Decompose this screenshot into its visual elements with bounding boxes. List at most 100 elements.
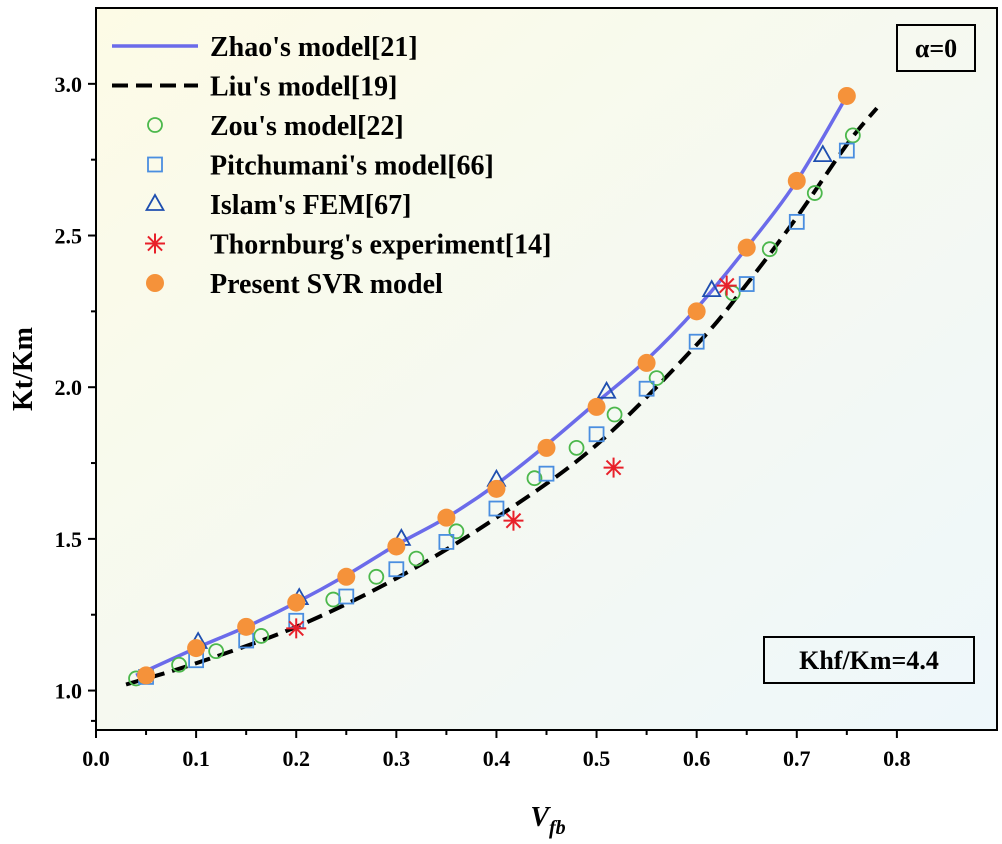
present-svr-model-point	[137, 666, 156, 685]
present-svr-model-point	[287, 593, 306, 612]
present-svr-model-point	[787, 171, 806, 190]
legend-symbol-shape	[147, 156, 163, 173]
thornburg-s-experiment-14-point-stroke	[718, 277, 735, 294]
liu-s-model-19-line	[125, 106, 879, 687]
zou-s-model-22-point	[448, 523, 465, 540]
legend-label: Zou's model[22]	[210, 111, 404, 142]
zou-s-model-22-point	[844, 127, 861, 144]
islam-s-fem-67-point	[701, 279, 722, 298]
islam-s-fem-67-point-shape	[701, 279, 722, 298]
zou-s-model-22-point-shape	[171, 656, 187, 673]
x-axis-title: Vfb	[530, 802, 565, 839]
legend-item-liu-s-model-19: Liu's model[19]	[112, 72, 397, 103]
present-svr-model-point	[237, 617, 256, 636]
legend-label: Thornburg's experiment[14]	[210, 230, 551, 261]
pitchumani-s-model-66-point-shape	[488, 500, 505, 517]
legend-symbol-stroke	[147, 235, 163, 252]
present-svr-model-point	[587, 397, 606, 416]
present-svr-model-point-shape	[837, 86, 856, 105]
present-svr-model-point	[637, 353, 656, 372]
legend-label: Islam's FEM[67]	[210, 190, 411, 221]
legend-item-islam-s-fem-67: Islam's FEM[67]	[144, 190, 411, 221]
present-svr-model-point-shape	[137, 666, 156, 685]
legend-item-pitchumani-s-model-66: Pitchumani's model[66]	[147, 151, 494, 182]
pitchumani-s-model-66-point-shape	[338, 588, 355, 605]
pitchumani-s-model-66-point	[638, 380, 655, 397]
pitchumani-s-model-66-point-shape	[838, 142, 855, 159]
legend-label: Zhao's model[21]	[210, 32, 418, 63]
pitchumani-s-model-66-point-shape	[688, 333, 705, 350]
thornburg-s-experiment-14-point	[286, 618, 307, 639]
alpha-annotation: α=0	[896, 24, 976, 72]
zou-s-model-22-point	[568, 439, 585, 456]
thornburg-s-experiment-14-point	[603, 457, 624, 478]
legend-symbol-shape	[147, 117, 163, 133]
present-svr-model-point-shape	[487, 479, 506, 498]
thornburg-s-experiment-14-point-stroke	[288, 620, 305, 637]
plot-area	[96, 8, 997, 730]
present-svr-model-point-shape	[387, 537, 406, 556]
khf-annotation-text: Khf/Km=4.4	[799, 646, 939, 675]
pitchumani-s-model-66-point	[338, 588, 355, 605]
present-svr-model-point	[437, 508, 456, 527]
pitchumani-s-model-66-point	[388, 561, 405, 578]
legend-symbol-shape	[146, 274, 164, 292]
present-svr-model-point	[387, 537, 406, 556]
legend-symbol-shape	[144, 193, 166, 211]
present-svr-model-point	[687, 302, 706, 321]
zou-s-model-22-point-shape	[325, 591, 342, 608]
thornburg-s-experiment-14-point-stroke	[505, 512, 522, 529]
present-svr-model-point	[837, 86, 856, 105]
zou-s-model-22-point-shape	[448, 523, 465, 540]
legend-item-zou-s-model-22: Zou's model[22]	[147, 111, 404, 142]
zou-s-model-22-point-shape	[806, 185, 823, 201]
x-axis-title-main: V	[530, 802, 551, 833]
zou-s-model-22-point	[408, 550, 425, 567]
pitchumani-s-model-66-point	[738, 276, 755, 292]
pitchumani-s-model-66-point	[438, 534, 455, 550]
present-svr-model-point-shape	[787, 171, 806, 190]
thornburg-s-experiment-14-point-stroke	[605, 459, 622, 476]
zou-s-model-22-point-shape	[408, 550, 425, 567]
khf-annotation: Khf/Km=4.4	[763, 636, 975, 684]
y-tick-label: 1.5	[55, 527, 83, 552]
legend-item-present-svr-model: Present SVR model	[146, 269, 443, 300]
legend-symbol	[147, 117, 163, 133]
zou-s-model-22-point	[325, 591, 342, 608]
zou-s-model-22-point-shape	[368, 568, 385, 585]
present-svr-model-point	[337, 567, 356, 586]
present-svr-model-point-shape	[687, 302, 706, 321]
x-tick-label: 0.4	[483, 746, 511, 771]
pitchumani-s-model-66-point-shape	[588, 426, 605, 443]
pitchumani-s-model-66-point	[788, 213, 805, 230]
present-svr-model-point	[187, 639, 206, 658]
present-svr-model-point-shape	[337, 567, 356, 586]
x-tick-label: 0.6	[683, 746, 711, 771]
y-axis-title: Kt/Km	[8, 327, 39, 411]
x-axis-title-sub: fb	[549, 817, 566, 839]
legend-label: Pitchumani's model[66]	[210, 151, 494, 182]
zou-s-model-22-point	[253, 628, 270, 644]
x-tick-label: 0.1	[182, 746, 210, 771]
zou-s-model-22-point-shape	[606, 406, 623, 423]
zou-s-model-22-point-shape	[253, 628, 270, 644]
zou-s-model-22-point	[648, 370, 665, 387]
pitchumani-s-model-66-point-shape	[388, 561, 405, 578]
zou-s-model-22-point-shape	[761, 241, 778, 258]
pitchumani-s-model-66-point	[838, 142, 855, 159]
present-svr-model-point	[537, 438, 556, 457]
islam-s-fem-67-point	[596, 380, 617, 399]
zou-s-model-22-point	[806, 185, 823, 201]
present-svr-model-point-shape	[587, 397, 606, 416]
zou-s-model-22-point	[761, 241, 778, 258]
alpha-annotation-text: α=0	[915, 34, 957, 63]
present-svr-model-point-shape	[437, 508, 456, 527]
x-tick-label: 0.2	[282, 746, 310, 771]
islam-s-fem-67-point-shape	[596, 380, 617, 399]
present-svr-model-point-shape	[237, 617, 256, 636]
zou-s-model-22-point	[171, 656, 187, 673]
y-tick-label: 3.0	[55, 72, 83, 97]
thornburg-s-experiment-14-point	[716, 275, 737, 296]
legend-symbol	[147, 156, 163, 173]
